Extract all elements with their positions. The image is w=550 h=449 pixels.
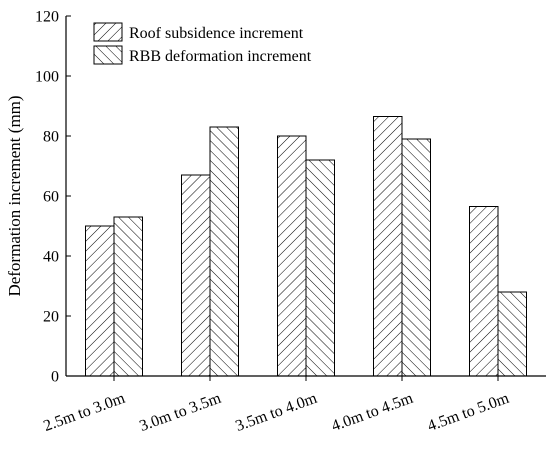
bar-roof-subsidence (469, 206, 499, 377)
y-axis-title: Deformation increment (mm) (5, 95, 24, 296)
bar-roof-subsidence (277, 135, 307, 377)
bar-rbb-deformation (305, 159, 335, 377)
y-tick-label: 80 (43, 129, 59, 146)
y-tick-label: 40 (43, 249, 59, 266)
x-category-label: 2.5m to 3.0m (41, 390, 128, 435)
legend-label: Roof subsidence increment (129, 25, 304, 42)
x-category-label: 4.5m to 5.0m (425, 390, 512, 435)
legend-swatch (93, 22, 123, 42)
x-category-label: 3.5m to 4.0m (233, 390, 320, 435)
bar-rbb-deformation (401, 138, 431, 377)
y-tick-label: 120 (35, 9, 59, 26)
bar-rbb-deformation (209, 126, 239, 377)
y-tick-label: 60 (43, 189, 59, 206)
legend-swatch (93, 45, 123, 65)
y-tick-label: 20 (43, 309, 59, 326)
bar-roof-subsidence (373, 116, 403, 377)
bar-roof-subsidence (85, 225, 115, 377)
x-category-label: 4.0m to 4.5m (329, 390, 416, 435)
x-category-label: 3.0m to 3.5m (137, 390, 224, 435)
bar-rbb-deformation (497, 291, 527, 377)
y-tick-label: 100 (35, 69, 59, 86)
legend-label: RBB deformation increment (129, 48, 312, 65)
y-axis-ticks: 0 20 40 60 80 100 120 (35, 9, 71, 386)
bars-group (85, 116, 527, 377)
legend: Roof subsidence increment RBB deformation… (93, 22, 312, 65)
bar-roof-subsidence (181, 174, 211, 377)
bar-rbb-deformation (113, 216, 143, 377)
y-tick-label: 0 (51, 369, 59, 386)
x-axis-categories: 2.5m to 3.0m 3.0m to 3.5m 3.5m to 4.0m 4.0m… (41, 376, 512, 435)
